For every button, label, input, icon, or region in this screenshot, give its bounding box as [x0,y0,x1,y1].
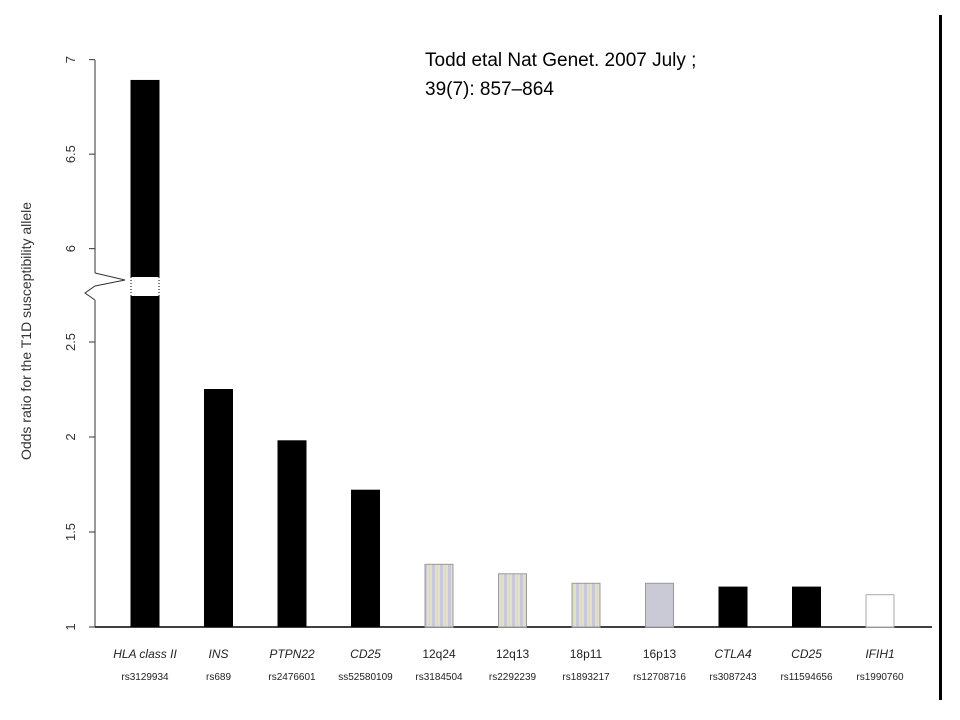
bar [718,586,748,628]
snp-label: rs3129934 [121,672,169,683]
snp-label: rs3087243 [709,672,757,683]
y-tick-label: 1.5 [63,523,78,541]
snp-label: rs11594656 [780,672,833,683]
axes: 1 1.5 2 2.5 6 6.5 7 [63,56,932,631]
bar [498,573,527,628]
bar [865,594,895,628]
axis-break-mark [84,272,126,301]
y-tick-label: 2.5 [63,333,78,351]
category-label: CTLA4 [714,647,752,661]
snp-label: rs2292239 [489,672,537,683]
right-border-line [939,15,942,700]
category-label: 12q24 [422,647,456,661]
y-tick-label: 2 [63,433,78,440]
citation-line-2: 39(7): 857–864 [425,79,554,100]
category-label: CD25 [350,647,381,661]
category-label: 18p11 [570,647,603,661]
x-labels: HLA class II rs3129934 INS rs689 PTPN22 rs247… [113,647,904,683]
bar [130,79,160,628]
snp-label: ss52580109 [338,672,393,683]
y-axis-label: Odds ratio for the T1D susceptibility al… [18,202,34,460]
snp-label: rs2476601 [268,672,316,683]
category-label: CD25 [791,647,822,661]
y-tick-label: 1 [63,623,78,630]
category-label: IFIH1 [865,647,894,661]
category-label: PTPN22 [269,647,315,661]
bar [645,582,674,628]
bar [351,489,380,628]
category-label: INS [208,647,228,661]
snp-label: rs12708716 [633,672,686,683]
y-tick-label: 6 [63,245,78,252]
category-label: 12q13 [496,647,530,661]
bar [277,440,307,628]
citation-line-1: Todd etal Nat Genet. 2007 July ; [425,50,697,71]
category-label: 16p13 [643,647,677,661]
category-label: HLA class II [113,647,177,661]
bar [424,563,454,628]
y-tick-label: 6.5 [63,145,78,163]
y-tick-label: 7 [63,56,78,63]
bar [571,582,601,628]
citation: Todd etal Nat Genet. 2007 July ; 39(7): … [425,46,696,104]
bar [204,389,233,628]
snp-label: rs1990760 [856,672,904,683]
bars [130,79,895,628]
snp-label: rs1893217 [562,672,610,683]
bar-break-gap [130,277,160,296]
snp-label: rs689 [206,672,231,683]
snp-label: rs3184504 [415,672,463,683]
bar [792,586,821,628]
